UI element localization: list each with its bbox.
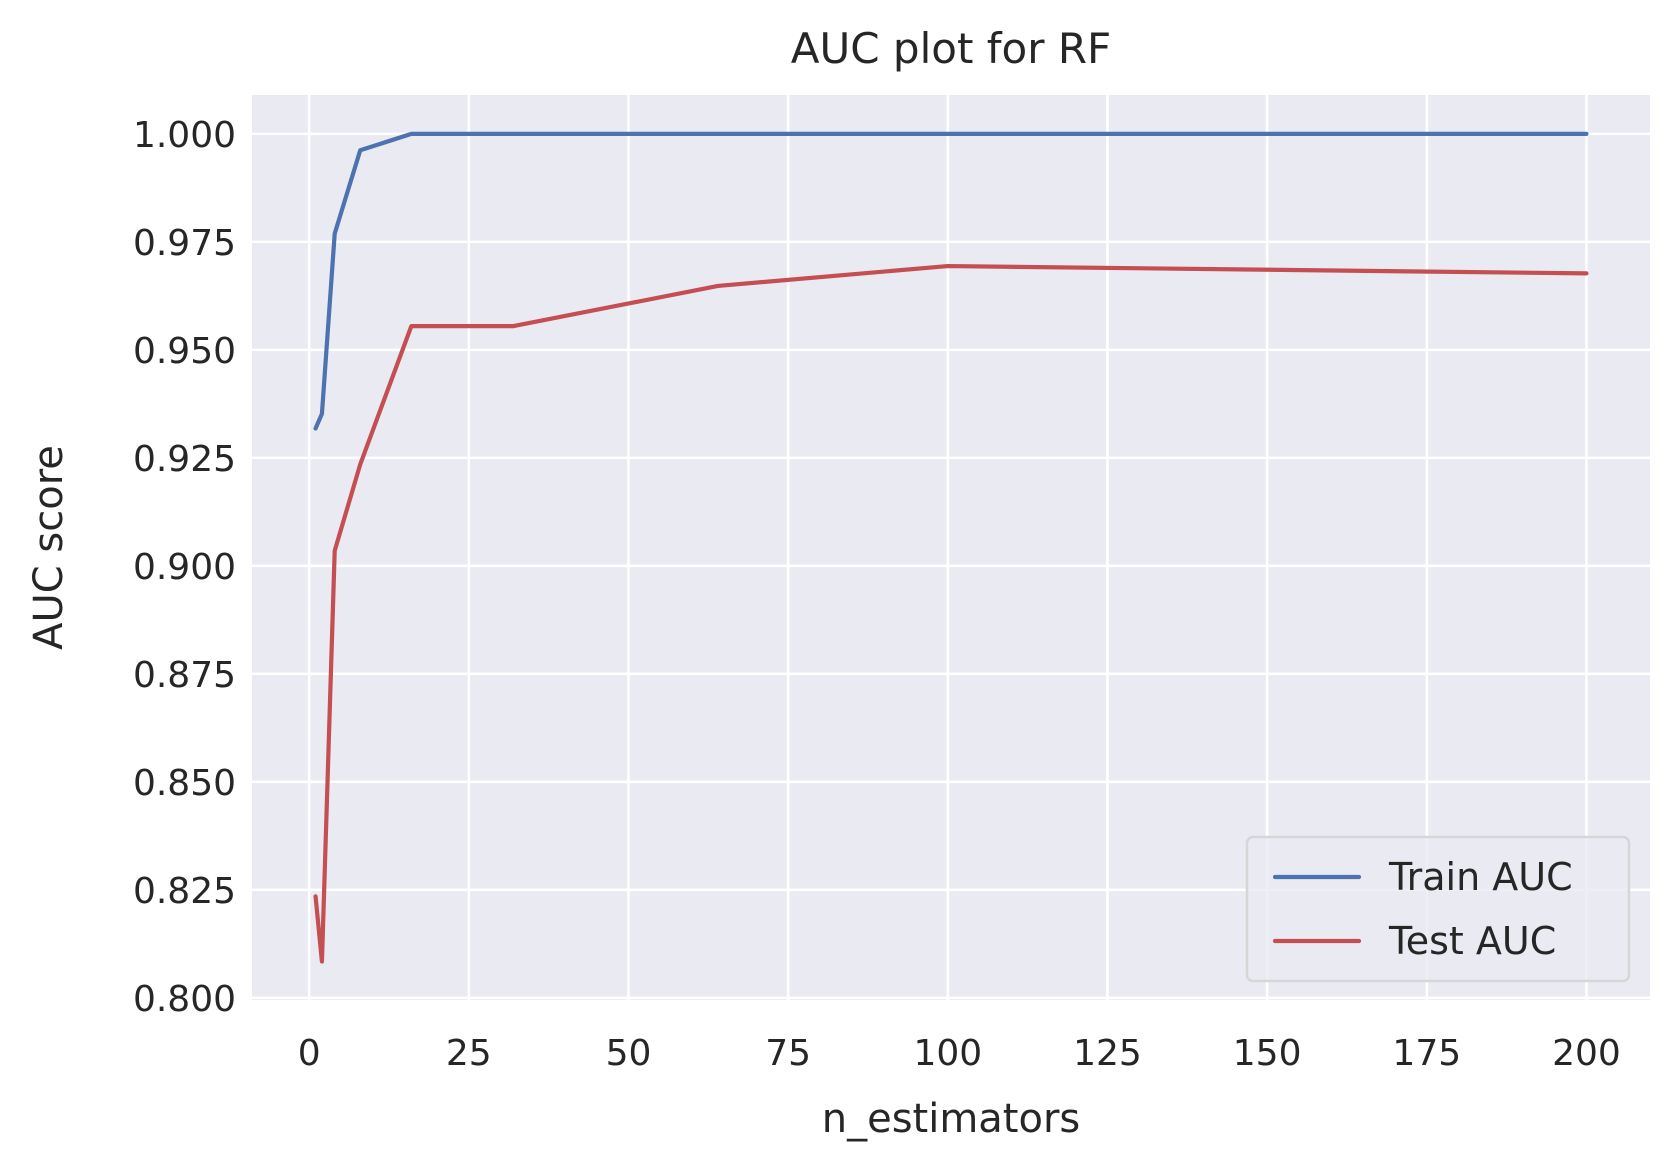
chart-title: AUC plot for RF (791, 24, 1111, 73)
y-tick-label: 0.850 (133, 763, 236, 804)
legend: Train AUC Test AUC (1245, 835, 1631, 983)
y-tick-label: 0.800 (133, 979, 236, 1020)
y-tick-label: 0.975 (133, 223, 236, 264)
x-axis-label: n_estimators (822, 1096, 1081, 1142)
series-line-test-auc (313, 263, 1589, 964)
y-axis-label: AUC score (26, 445, 72, 650)
x-tick-label: 25 (446, 1033, 492, 1074)
y-tick-label: 0.950 (133, 331, 236, 372)
x-tick-label: 175 (1392, 1033, 1461, 1074)
x-tick-label: 100 (913, 1033, 982, 1074)
x-tick-label: 75 (765, 1033, 811, 1074)
y-tick-label: 0.875 (133, 655, 236, 696)
y-tick-label: 1.000 (133, 115, 236, 156)
x-tick-label: 125 (1073, 1033, 1142, 1074)
legend-label: Train AUC (1388, 855, 1573, 899)
y-tick-label: 0.825 (133, 871, 236, 912)
legend-label: Test AUC (1388, 919, 1556, 963)
series-layer (313, 131, 1589, 964)
tick-labels: 0 25 50 75 100 125 150 175 200 0.800 0.825 0.850 0.8… (133, 115, 1621, 1074)
x-tick-label: 200 (1552, 1033, 1621, 1074)
y-tick-label: 0.925 (133, 439, 236, 480)
y-tick-label: 0.900 (133, 547, 236, 588)
x-tick-label: 0 (298, 1033, 321, 1074)
x-tick-label: 150 (1233, 1033, 1302, 1074)
series-line-train-auc (313, 131, 1589, 431)
legend-box (1245, 835, 1631, 983)
x-tick-label: 50 (606, 1033, 652, 1074)
